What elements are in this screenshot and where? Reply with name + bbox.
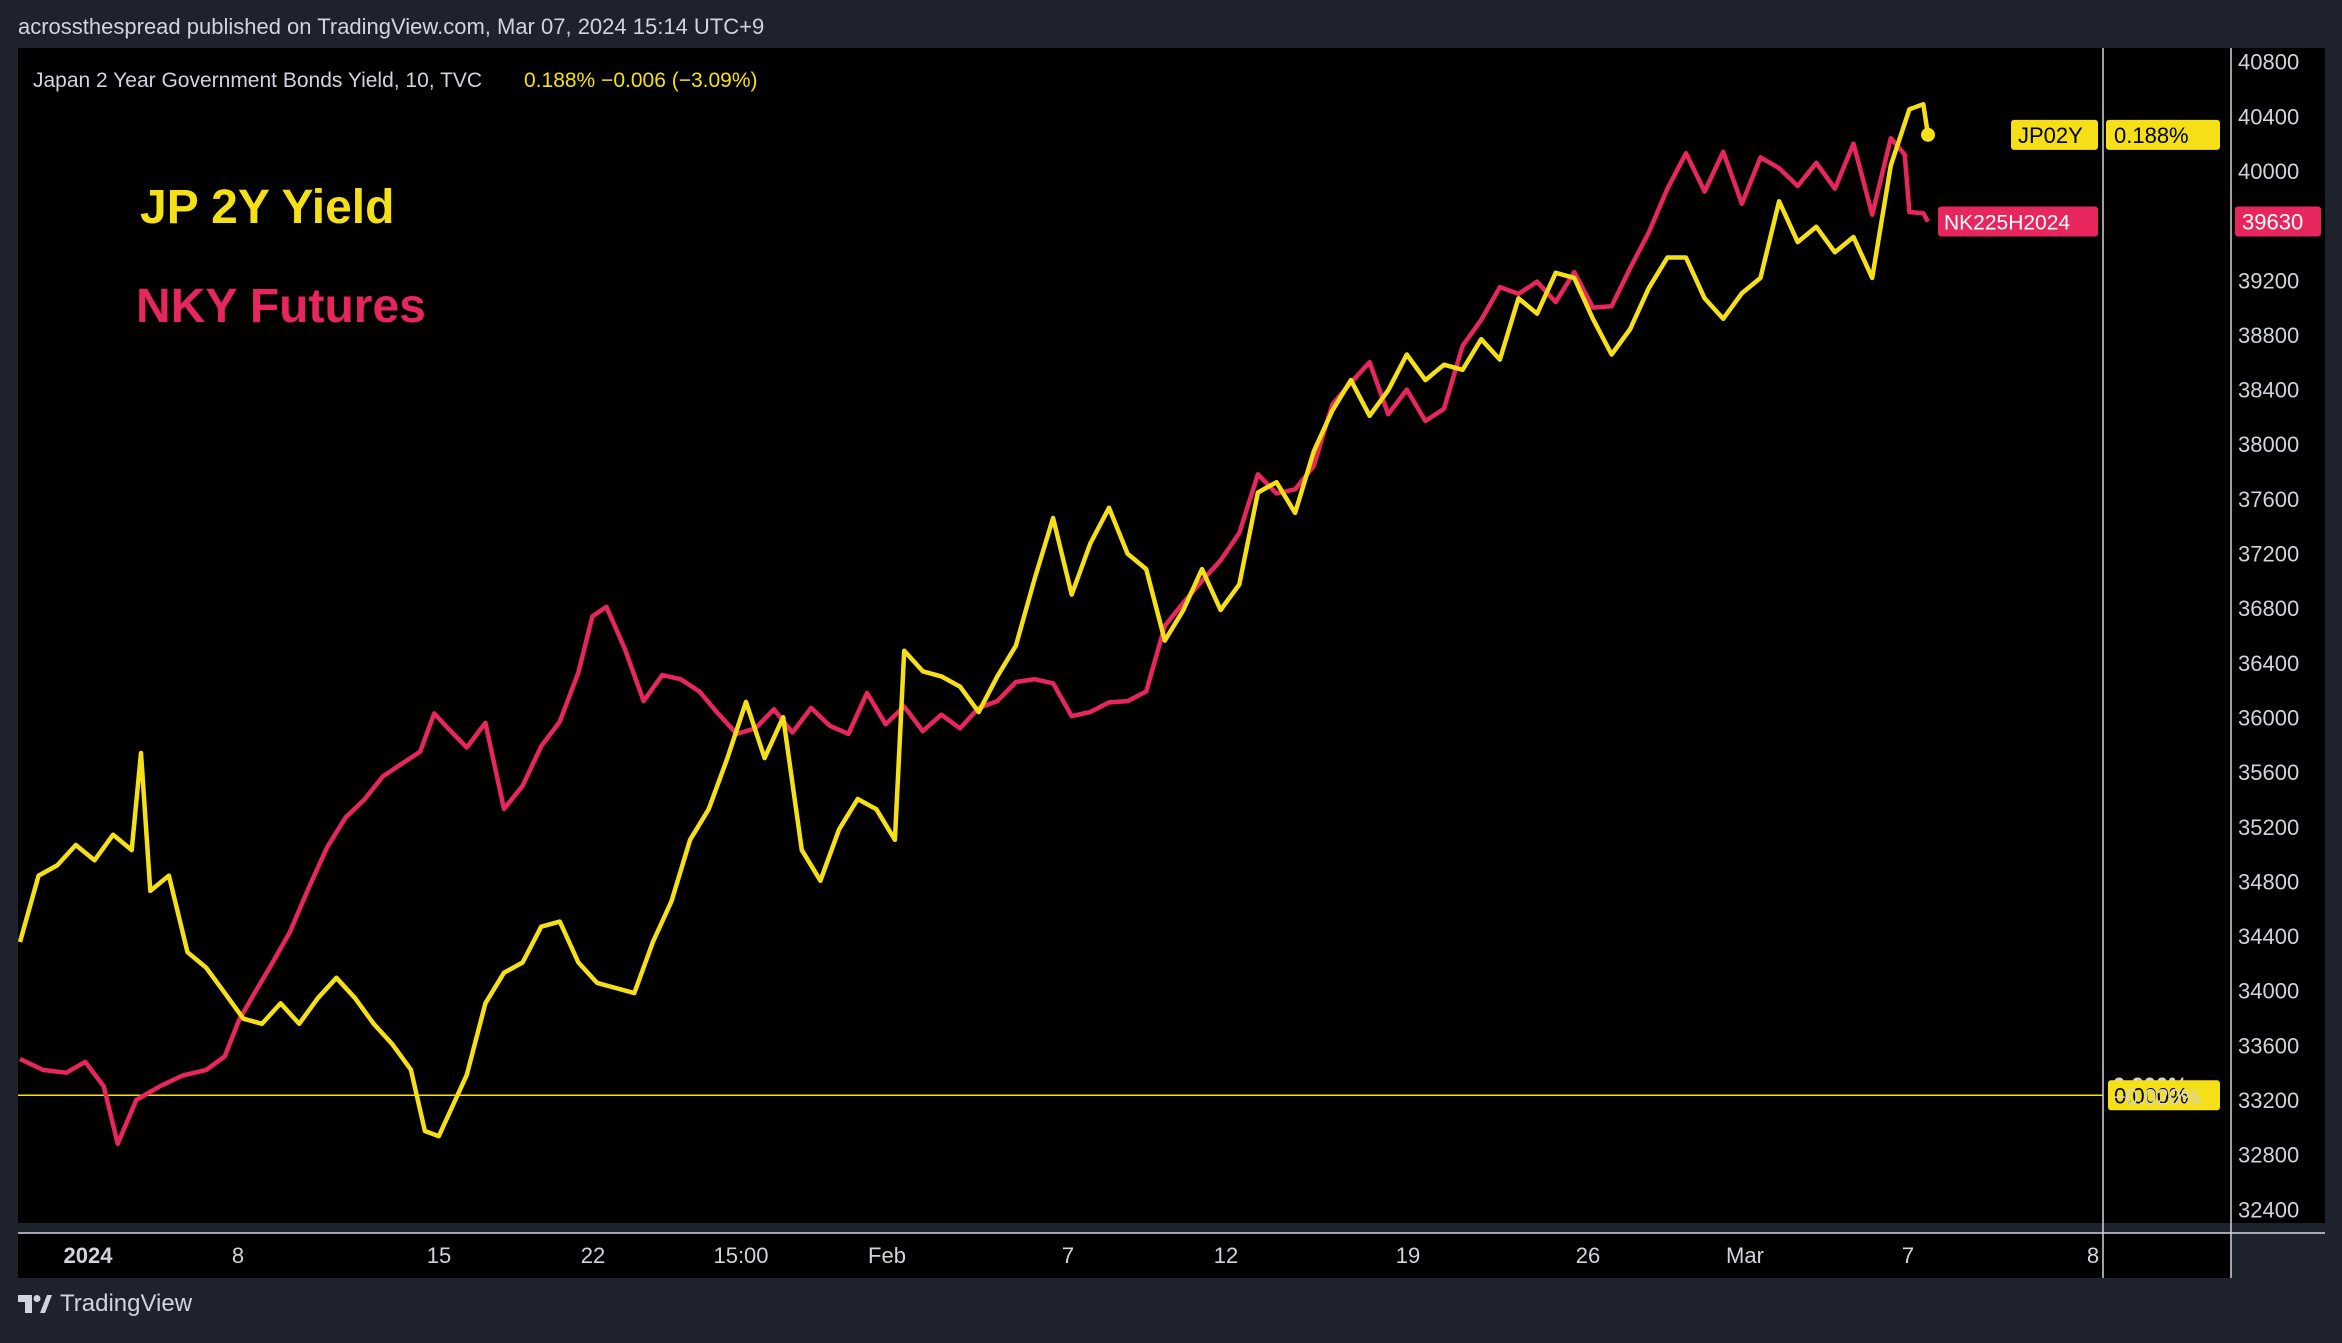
yield-tick-label: 0.000% [2114,1083,2189,1108]
nky-value-badge [2235,206,2321,237]
nky-annotation: NKY Futures [136,280,426,333]
plot-background [18,48,2103,1223]
nky-tick-label: 40000 [2238,159,2299,184]
nky-axis-ticks: 4080040400400003960039200388003840038000… [2238,50,2299,1223]
nky-tick-label: 34000 [2238,979,2299,1004]
chart-svg[interactable]: 0.200%0.180%0.160%0.140%0.120%0.100%0.08… [17,48,2325,1278]
time-tick-label: 8 [2087,1243,2099,1268]
nky-series-group [19,135,1930,1147]
time-tick-label: 12 [1214,1243,1238,1268]
yield-name-badge [2011,119,2098,150]
nky-tick-label: 40400 [2238,104,2299,129]
nky-tick-label: 34400 [2238,924,2299,949]
time-axis-ticks: 2024 8 15 22 15:00 Feb 7 12 19 26 Mar 7 8 [64,1243,2100,1268]
time-axis-background[interactable] [18,1233,2231,1278]
yield-series-group [17,101,1935,1139]
yield-value-badge-text: 0.188% [2114,123,2189,148]
nky-tick-label: 38000 [2238,432,2299,457]
yield-tick-label: −0.020% [2113,1084,2200,1109]
yield-axis-ticks: 0.200%0.180%0.160%0.140%0.120%0.100%0.08… [2108,1073,2220,1111]
last-value-badges: JP02Y 0.188% NK225H2024 39630 [1938,119,2321,237]
zero-tick-badge [2108,1080,2220,1111]
time-tick-label: Mar [1726,1243,1764,1268]
nky-name-badge [1938,206,2098,237]
yield-value-badge [2106,119,2220,150]
nky-tick-label: 37200 [2238,542,2299,567]
yield-last-point [1921,127,1935,142]
time-tick-label: 15:00 [713,1243,768,1268]
yield-name-badge-text: JP02Y [2018,123,2083,148]
footer-brand: TradingView [60,1290,193,1317]
legend-value: 0.188% −0.006 (−3.09%) [524,69,758,92]
yield-axis-background[interactable] [2103,48,2231,1223]
tradingview-logo-icon [18,1295,52,1313]
time-tick-label: 19 [1396,1243,1420,1268]
yield-annotation: JP 2Y Yield [140,181,394,234]
nky-tick-label: 33200 [2238,1088,2299,1113]
nky-tick-label: 39200 [2238,268,2299,293]
time-tick-label: 8 [232,1243,244,1268]
publisher-header: acrossthespread published on TradingView… [18,14,765,39]
time-tick-label: 7 [1062,1243,1074,1268]
time-tick-label: 2024 [64,1243,114,1268]
yield-series-line [17,101,1931,1139]
time-tick-label: 15 [427,1243,451,1268]
nky-value-badge-text: 39630 [2242,210,2303,235]
footer: TradingView [18,1290,192,1318]
nky-series-line [19,135,1930,1147]
nky-tick-label: 36400 [2238,651,2299,676]
time-tick-label: Feb [868,1243,906,1268]
nky-tick-label: 34800 [2238,869,2299,894]
nky-tick-label: 38800 [2238,323,2299,348]
chart-area[interactable]: 0.200%0.180%0.160%0.140%0.120%0.100%0.08… [17,48,2325,1278]
nky-axis-background[interactable] [2231,48,2325,1223]
nky-tick-label: 35200 [2238,815,2299,840]
nky-tick-label: 32800 [2238,1143,2299,1168]
nky-tick-label: 37600 [2238,487,2299,512]
legend-symbol: Japan 2 Year Government Bonds Yield, 10,… [33,69,482,92]
nky-name-badge-text: NK225H2024 [1944,212,2070,235]
nky-tick-label: 35600 [2238,760,2299,785]
nky-tick-label: 36800 [2238,596,2299,621]
time-tick-label: 22 [581,1243,605,1268]
time-tick-label: 7 [1902,1243,1914,1268]
nky-tick-label: 36000 [2238,705,2299,730]
nky-tick-label: 33600 [2238,1033,2299,1058]
time-tick-label: 26 [1576,1243,1600,1268]
nky-tick-label: 38400 [2238,378,2299,403]
nky-tick-label: 40800 [2238,50,2299,75]
nky-tick-label: 32400 [2238,1197,2299,1222]
